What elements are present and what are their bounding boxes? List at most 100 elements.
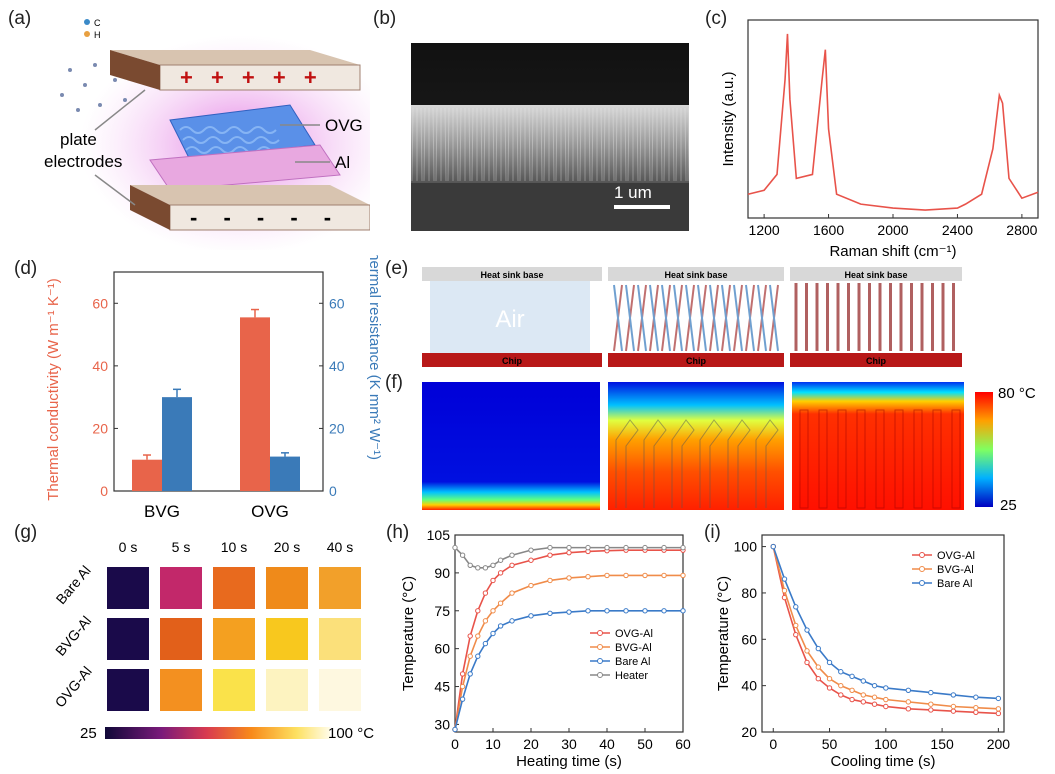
legend-label: OVG-Al bbox=[937, 550, 975, 562]
y-tick-label: 80 bbox=[741, 585, 757, 601]
legend-marker bbox=[597, 644, 603, 650]
sem-wall-line bbox=[567, 107, 570, 182]
sem-wall-line bbox=[543, 107, 546, 182]
hydrogen-atom-icon bbox=[84, 31, 90, 37]
time-label: 40 s bbox=[327, 539, 353, 555]
legend-label: BVG-Al bbox=[937, 564, 974, 576]
sem-nanowalls bbox=[411, 107, 689, 182]
time-label: 0 s bbox=[119, 539, 138, 555]
data-point bbox=[804, 648, 810, 654]
data-point bbox=[838, 692, 844, 698]
data-point bbox=[547, 577, 553, 584]
data-point bbox=[973, 704, 979, 711]
sem-wall-line bbox=[540, 107, 543, 182]
data-point bbox=[528, 557, 534, 563]
heat-sink-2 bbox=[608, 267, 784, 281]
data-point bbox=[509, 590, 515, 596]
sem-wall-line bbox=[432, 107, 435, 182]
sem-image-b: 1 um bbox=[411, 43, 689, 231]
data-point bbox=[509, 552, 515, 558]
x-axis-title: Raman shift (cm⁻¹) bbox=[829, 243, 956, 260]
data-point bbox=[680, 572, 686, 579]
data-point bbox=[905, 699, 912, 705]
y-tick-label: 30 bbox=[434, 716, 450, 732]
data-point bbox=[883, 696, 889, 703]
data-point bbox=[547, 552, 553, 558]
sem-wall-line bbox=[600, 107, 603, 182]
bottom-plate-side bbox=[130, 185, 170, 230]
bvg-fin-outline bbox=[727, 419, 751, 508]
data-point bbox=[860, 699, 867, 705]
label-al: Al bbox=[335, 153, 350, 172]
sem-wall-line bbox=[483, 107, 486, 182]
legend-marker bbox=[597, 630, 603, 636]
sem-wall-line bbox=[504, 107, 507, 182]
sem-wall-line bbox=[624, 107, 627, 182]
bvg-fin-outline bbox=[615, 419, 639, 508]
label-electrodes: electrodes bbox=[44, 152, 122, 171]
data-point bbox=[871, 694, 878, 700]
x-tick-label: 1600 bbox=[813, 222, 844, 238]
x-tick-label: 10 bbox=[485, 736, 501, 752]
panel-label-g: (g) bbox=[14, 522, 38, 543]
x-tick-label: 50 bbox=[822, 736, 838, 752]
sem-wall-line bbox=[648, 107, 651, 182]
data-point bbox=[497, 623, 504, 629]
data-point bbox=[770, 543, 776, 550]
sem-wall-line bbox=[507, 107, 510, 182]
legend-marker bbox=[919, 566, 925, 572]
y-axis-title: Intensity (a.u.) bbox=[720, 71, 737, 166]
data-point bbox=[497, 570, 504, 576]
carbon-atom-icon bbox=[84, 19, 90, 25]
chip-3 bbox=[790, 353, 962, 367]
chip-2 bbox=[608, 353, 784, 367]
sem-wall-line bbox=[564, 107, 567, 182]
sem-wall-line bbox=[552, 107, 555, 182]
colorbar-f-max: 80 °C bbox=[998, 385, 1036, 402]
data-point bbox=[950, 708, 957, 714]
panel-label-a: (a) bbox=[8, 8, 32, 29]
arrow-to-top-plate bbox=[94, 89, 146, 131]
ovg-structures bbox=[794, 283, 955, 351]
data-point bbox=[973, 694, 979, 700]
data-point bbox=[883, 685, 889, 691]
colorbar-g-max: 100 °C bbox=[328, 725, 374, 742]
data-point bbox=[452, 544, 458, 551]
data-point bbox=[566, 544, 572, 551]
model-bvg: Heat sink base Chip bbox=[608, 267, 784, 367]
y-tick-label: 60 bbox=[741, 631, 757, 647]
plot-frame bbox=[761, 534, 1005, 733]
data-point bbox=[849, 687, 855, 693]
category-label: OVG bbox=[251, 502, 289, 520]
ovg-fin-outline bbox=[932, 409, 942, 509]
x-tick-label: 150 bbox=[930, 736, 954, 752]
sem-wall-line bbox=[639, 107, 642, 182]
data-point bbox=[528, 547, 534, 553]
data-point bbox=[781, 576, 788, 582]
data-point bbox=[475, 633, 481, 639]
legend-marker bbox=[919, 580, 925, 586]
thermal-tile bbox=[160, 567, 202, 609]
y-tick-label-left: 0 bbox=[100, 483, 108, 499]
data-point bbox=[860, 692, 867, 698]
x-tick-label: 50 bbox=[637, 736, 653, 752]
y-axis-title-right: Thermal resistance (K mm² W⁻¹) bbox=[366, 255, 383, 460]
sem-wall-line bbox=[531, 107, 534, 182]
category-label: BVG bbox=[144, 502, 180, 520]
heat-sink-1 bbox=[422, 267, 602, 281]
scale-bar-label: 1 um bbox=[614, 183, 652, 202]
ovg-fin-outline bbox=[913, 409, 923, 509]
data-point bbox=[459, 683, 466, 690]
ovg-fin-outline bbox=[856, 409, 866, 509]
sem-wall-line bbox=[420, 107, 423, 182]
bvg-fiber-blue bbox=[745, 284, 755, 352]
bar bbox=[162, 397, 192, 491]
thermal-tile bbox=[266, 618, 308, 660]
ovg-array bbox=[169, 104, 316, 161]
schematic-e: Heat sink base Air Chip Heat sink base C… bbox=[422, 267, 962, 367]
heat-sink-3 bbox=[790, 267, 962, 281]
sem-wall-line bbox=[603, 107, 606, 182]
x-tick-label: 1200 bbox=[749, 222, 780, 238]
ovg-fin-outline bbox=[818, 409, 828, 509]
colorbar-g bbox=[105, 727, 330, 739]
